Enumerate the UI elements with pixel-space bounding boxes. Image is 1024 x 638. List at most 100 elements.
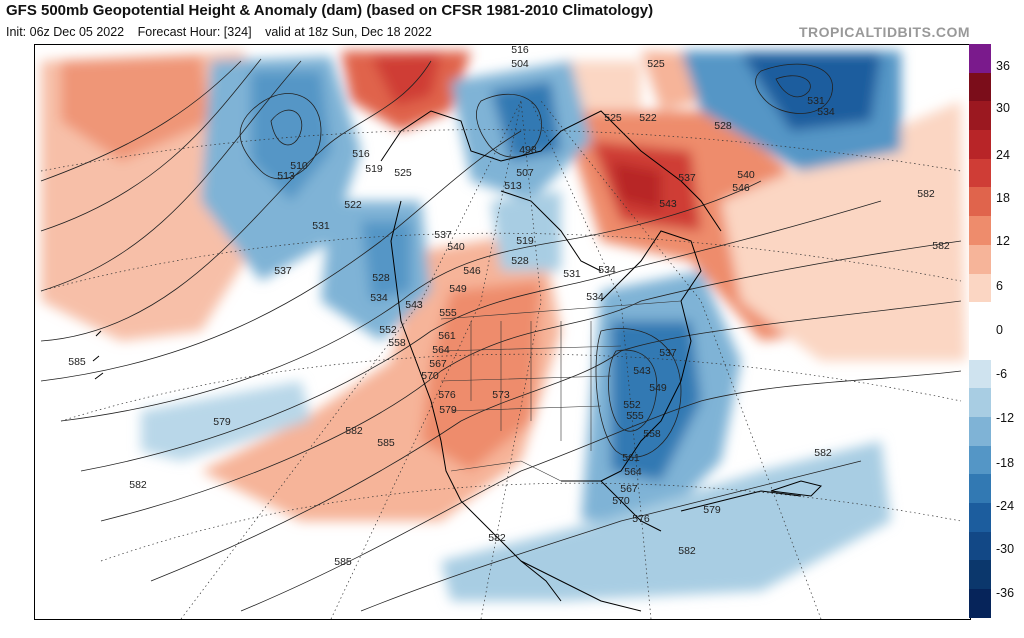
colorbar-swatch (969, 474, 991, 503)
site-watermark: TROPICALTIDBITS.COM (798, 24, 970, 40)
colorbar-swatch (969, 101, 991, 131)
colorbar-tick-label: -30 (996, 542, 1015, 556)
colorbar-tick-label: 36 (996, 59, 1010, 73)
colorbar-swatch (969, 560, 991, 590)
contour-label: 516 (511, 45, 529, 56)
contour-label: 579 (213, 416, 231, 428)
contour-label: 561 (438, 330, 456, 342)
contour-label: 546 (463, 265, 481, 277)
colorbar-swatch (969, 359, 991, 389)
contour-label: 582 (814, 447, 832, 459)
contour-label: 546 (732, 182, 750, 194)
contour-label: 504 (511, 58, 529, 70)
height-contours (40, 58, 962, 612)
forecast-hour: Forecast Hour: [324] (137, 25, 252, 39)
contour-label: 537 (274, 265, 292, 277)
contour-label: 576 (438, 389, 456, 401)
colorbar-swatch (969, 330, 991, 360)
contour-label: 525 (394, 167, 412, 179)
contour-label: 558 (643, 428, 661, 440)
colorbar-swatch (969, 273, 991, 303)
contour-label: 567 (620, 483, 638, 495)
colorbar-tick-label: -12 (996, 411, 1015, 425)
coastlines (92, 110, 822, 612)
contour-label: 552 (623, 399, 641, 411)
contour-label: 507 (516, 167, 534, 179)
contour-label: 540 (737, 169, 755, 181)
contour-label: 516 (352, 148, 370, 160)
colorbar-swatch (969, 72, 991, 102)
contour-label: 579 (703, 504, 721, 516)
political-borders (440, 300, 682, 482)
contour-label: 582 (932, 240, 950, 252)
contour-label: 555 (439, 307, 457, 319)
contour-label: 537 (659, 347, 677, 359)
colorbar-swatch (969, 445, 991, 475)
contour-label: 513 (504, 180, 522, 192)
graticule (40, 100, 962, 619)
contour-label: 540 (447, 241, 465, 253)
colorbar-tick-label: 12 (996, 234, 1010, 248)
contour-label: 555 (626, 410, 644, 422)
contour-label: 564 (432, 344, 450, 356)
contour-label: 582 (917, 188, 935, 200)
colorbar-swatch (969, 187, 991, 217)
colorbar-swatch (969, 503, 991, 532)
contour-label: 519 (516, 235, 534, 247)
contour-label: 531 (563, 268, 581, 280)
contour-label: 576 (632, 513, 650, 525)
contour-label: 582 (129, 479, 147, 491)
contour-label: 528 (714, 120, 732, 132)
anomaly-map: 516 504 525 531 534 528 525 522 498 507 513 516 519 5… (34, 44, 971, 620)
contour-label: 552 (379, 324, 397, 336)
contour-label: 525 (647, 58, 665, 70)
contour-label: 549 (449, 283, 467, 295)
colorbar-swatch (969, 158, 991, 188)
contour-label: 519 (365, 163, 383, 175)
colorbar-tick-label: 18 (996, 191, 1010, 205)
contour-label: 570 (612, 495, 630, 507)
contour-label: 582 (488, 532, 506, 544)
colorbar-swatch (969, 531, 991, 561)
contour-label: 513 (277, 170, 295, 182)
contour-label: 537 (434, 229, 452, 241)
contour-label: 522 (344, 199, 362, 211)
contour-label: 510 (290, 160, 308, 172)
contour-label: 585 (377, 437, 395, 449)
colorbar (969, 44, 991, 618)
colorbar-swatch (969, 302, 991, 331)
run-info: Init: 06z Dec 05 2022 Forecast Hour: [32… (6, 25, 442, 39)
contour-label: 534 (598, 264, 616, 276)
colorbar-tick-label: 24 (996, 148, 1010, 162)
colorbar-swatch (969, 416, 991, 446)
contour-label: 579 (439, 404, 457, 416)
contour-label: 543 (633, 365, 651, 377)
contour-label: 582 (345, 425, 363, 437)
colorbar-tick-label: -36 (996, 586, 1015, 600)
colorbar-tick-label: 30 (996, 101, 1010, 115)
contour-label: 573 (492, 389, 510, 401)
contour-label: 543 (405, 299, 423, 311)
contour-label: 585 (68, 356, 86, 368)
colorbar-swatch (969, 589, 991, 618)
contour-label: 549 (649, 382, 667, 394)
contour-label: 537 (678, 172, 696, 184)
contour-label: 582 (678, 545, 696, 557)
colorbar-tick-label: -18 (996, 456, 1015, 470)
colorbar-swatch (969, 216, 991, 245)
contour-label: 534 (370, 292, 388, 304)
colorbar-tick-label: -6 (996, 367, 1008, 381)
contour-label: 567 (429, 358, 447, 370)
colorbar-swatch (969, 244, 991, 274)
contour-label: 525 (604, 112, 622, 124)
colorbar-swatch (969, 130, 991, 159)
colorbar-tick-label: 6 (996, 279, 1003, 293)
valid-time: valid at 18z Sun, Dec 18 2022 (265, 25, 432, 39)
contour-label: 543 (659, 198, 677, 210)
init-time: Init: 06z Dec 05 2022 (6, 25, 125, 39)
colorbar-swatch (969, 388, 991, 417)
contour-label: 528 (511, 255, 529, 267)
contour-label: 561 (622, 452, 640, 464)
contour-label: 534 (817, 106, 835, 118)
